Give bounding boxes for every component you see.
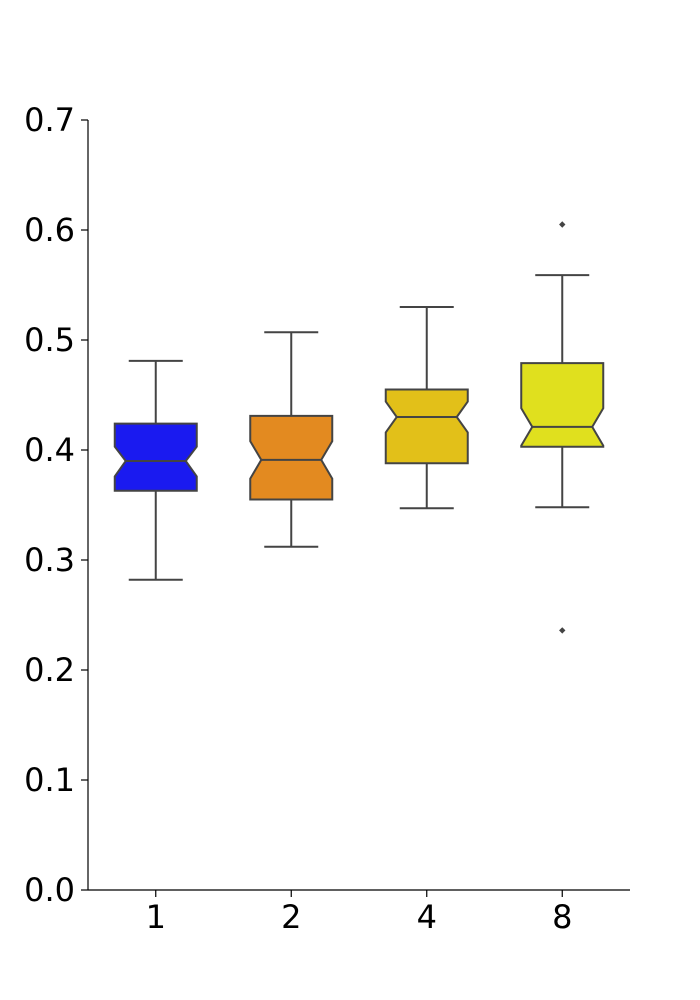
x-tick-label: 4	[417, 898, 437, 936]
x-tick-label: 8	[552, 898, 572, 936]
y-tick-label: 0.4	[24, 431, 75, 469]
plot-area	[113, 221, 605, 634]
box-body	[520, 362, 605, 448]
box-group-4	[384, 306, 469, 510]
outlier-point	[559, 627, 566, 634]
box-body	[249, 414, 334, 501]
y-tick-label: 0.7	[24, 101, 75, 139]
box-group-1	[113, 359, 198, 581]
outlier-point	[559, 221, 566, 228]
y-tick-label: 0.5	[24, 321, 75, 359]
box-body	[113, 422, 198, 492]
y-tick-label: 0.0	[24, 871, 75, 909]
y-axis-ticks: 0.0 0.1 0.2 0.3 0.4 0.5 0.6 0.7	[24, 101, 88, 909]
x-tick-label: 1	[146, 898, 166, 936]
x-tick-label: 2	[281, 898, 301, 936]
box-group-8	[520, 221, 605, 634]
x-axis-ticks: 1 2 4 8	[146, 890, 572, 936]
box-group-2	[249, 331, 334, 548]
y-tick-label: 0.1	[24, 761, 75, 799]
y-tick-label: 0.2	[24, 651, 75, 689]
box-body	[384, 388, 469, 465]
y-tick-label: 0.3	[24, 541, 75, 579]
y-tick-label: 0.6	[24, 211, 75, 249]
